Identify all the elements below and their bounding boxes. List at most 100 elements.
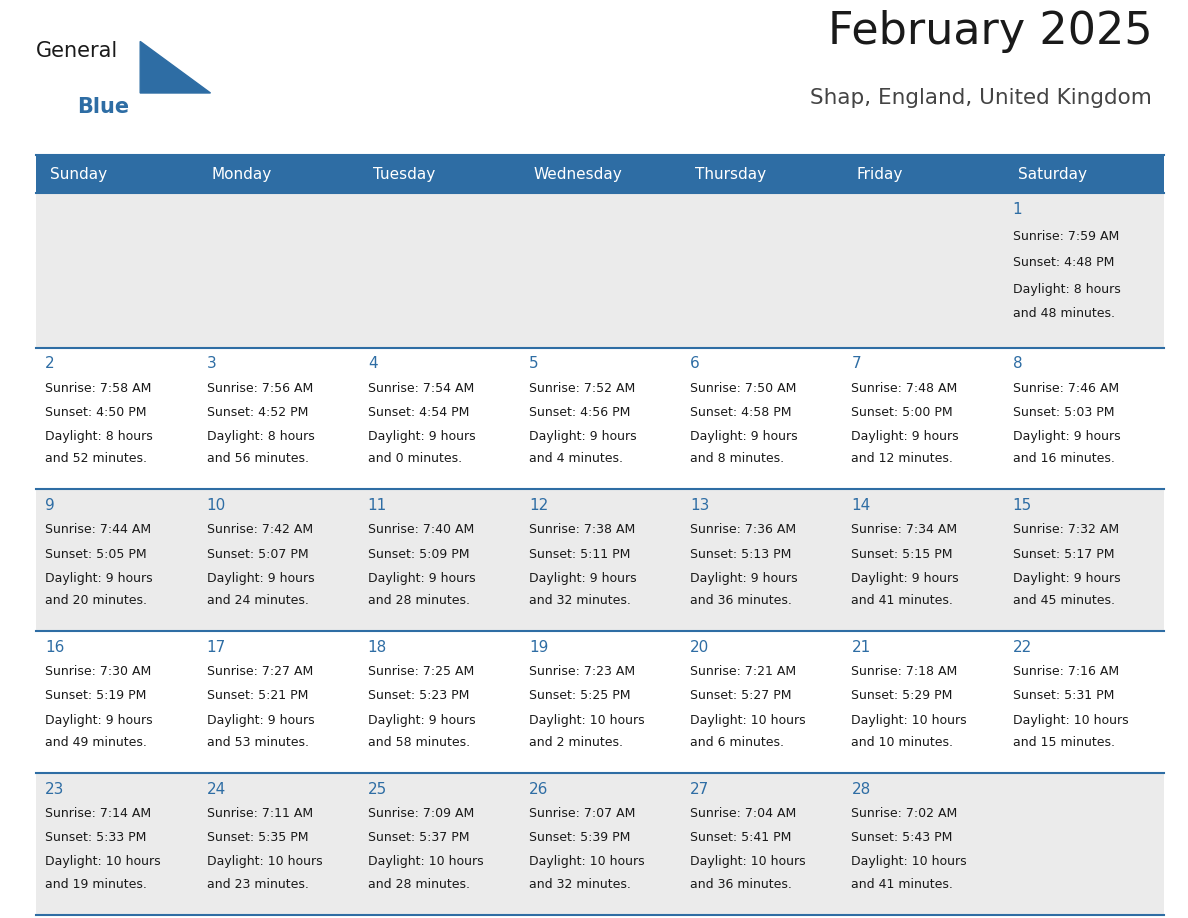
Text: Monday: Monday	[211, 166, 272, 182]
Text: Sunrise: 7:48 AM: Sunrise: 7:48 AM	[852, 382, 958, 395]
Text: February 2025: February 2025	[828, 10, 1152, 53]
Text: Sunrise: 7:07 AM: Sunrise: 7:07 AM	[529, 807, 636, 820]
Text: Sunset: 5:35 PM: Sunset: 5:35 PM	[207, 832, 308, 845]
Text: Sunset: 4:50 PM: Sunset: 4:50 PM	[45, 406, 147, 419]
Text: and 28 minutes.: and 28 minutes.	[368, 594, 469, 608]
Text: Sunrise: 7:56 AM: Sunrise: 7:56 AM	[207, 382, 312, 395]
Text: Sunrise: 7:42 AM: Sunrise: 7:42 AM	[207, 523, 312, 536]
Text: Sunrise: 7:14 AM: Sunrise: 7:14 AM	[45, 807, 151, 820]
Text: Daylight: 9 hours: Daylight: 9 hours	[207, 572, 314, 585]
Text: Daylight: 9 hours: Daylight: 9 hours	[690, 572, 798, 585]
Text: Daylight: 9 hours: Daylight: 9 hours	[529, 430, 637, 442]
Text: Sunset: 5:33 PM: Sunset: 5:33 PM	[45, 832, 146, 845]
Text: and 28 minutes.: and 28 minutes.	[368, 879, 469, 891]
Text: and 41 minutes.: and 41 minutes.	[852, 594, 953, 608]
Text: Sunset: 5:17 PM: Sunset: 5:17 PM	[1012, 547, 1114, 561]
Text: Sunrise: 7:54 AM: Sunrise: 7:54 AM	[368, 382, 474, 395]
Text: Tuesday: Tuesday	[373, 166, 435, 182]
Text: Sunset: 5:03 PM: Sunset: 5:03 PM	[1012, 406, 1114, 419]
Text: Sunset: 5:27 PM: Sunset: 5:27 PM	[690, 689, 791, 702]
Text: Daylight: 9 hours: Daylight: 9 hours	[368, 713, 475, 726]
Text: Thursday: Thursday	[695, 166, 766, 182]
Text: 17: 17	[207, 640, 226, 655]
Text: Sunrise: 7:02 AM: Sunrise: 7:02 AM	[852, 807, 958, 820]
Text: Sunset: 5:31 PM: Sunset: 5:31 PM	[1012, 689, 1114, 702]
Text: 20: 20	[690, 640, 709, 655]
Text: Sunset: 4:58 PM: Sunset: 4:58 PM	[690, 406, 791, 419]
Text: Daylight: 9 hours: Daylight: 9 hours	[1012, 572, 1120, 585]
Text: Sunset: 5:00 PM: Sunset: 5:00 PM	[852, 406, 953, 419]
Text: Daylight: 9 hours: Daylight: 9 hours	[207, 713, 314, 726]
Text: and 52 minutes.: and 52 minutes.	[45, 453, 147, 465]
Text: Sunset: 5:29 PM: Sunset: 5:29 PM	[852, 689, 953, 702]
Text: 6: 6	[690, 356, 700, 371]
Text: Sunset: 5:15 PM: Sunset: 5:15 PM	[852, 547, 953, 561]
Text: Daylight: 10 hours: Daylight: 10 hours	[1012, 713, 1129, 726]
Text: Daylight: 10 hours: Daylight: 10 hours	[852, 856, 967, 868]
Text: 11: 11	[368, 498, 387, 513]
Text: and 32 minutes.: and 32 minutes.	[529, 879, 631, 891]
Text: Sunset: 5:25 PM: Sunset: 5:25 PM	[529, 689, 631, 702]
Text: 26: 26	[529, 781, 549, 797]
Text: Daylight: 9 hours: Daylight: 9 hours	[45, 572, 153, 585]
Text: Sunrise: 7:11 AM: Sunrise: 7:11 AM	[207, 807, 312, 820]
Text: Daylight: 9 hours: Daylight: 9 hours	[852, 572, 959, 585]
Text: Sunset: 5:19 PM: Sunset: 5:19 PM	[45, 689, 146, 702]
Text: and 6 minutes.: and 6 minutes.	[690, 736, 784, 749]
Text: Daylight: 10 hours: Daylight: 10 hours	[690, 713, 805, 726]
Text: 13: 13	[690, 498, 709, 513]
Text: Sunset: 5:43 PM: Sunset: 5:43 PM	[852, 832, 953, 845]
Text: and 4 minutes.: and 4 minutes.	[529, 453, 623, 465]
Text: Daylight: 10 hours: Daylight: 10 hours	[529, 856, 645, 868]
Text: Saturday: Saturday	[1017, 166, 1087, 182]
Text: 25: 25	[368, 781, 387, 797]
Text: Daylight: 8 hours: Daylight: 8 hours	[1012, 283, 1120, 296]
Text: 4: 4	[368, 356, 378, 371]
Text: Sunrise: 7:18 AM: Sunrise: 7:18 AM	[852, 666, 958, 678]
Text: Sunrise: 7:27 AM: Sunrise: 7:27 AM	[207, 666, 312, 678]
Text: Sunrise: 7:38 AM: Sunrise: 7:38 AM	[529, 523, 636, 536]
Text: Sunset: 5:21 PM: Sunset: 5:21 PM	[207, 689, 308, 702]
Text: and 49 minutes.: and 49 minutes.	[45, 736, 147, 749]
Text: Daylight: 10 hours: Daylight: 10 hours	[852, 713, 967, 726]
Text: Sunrise: 7:30 AM: Sunrise: 7:30 AM	[45, 666, 152, 678]
Text: Sunrise: 7:34 AM: Sunrise: 7:34 AM	[852, 523, 958, 536]
Text: Daylight: 9 hours: Daylight: 9 hours	[368, 572, 475, 585]
Text: 24: 24	[207, 781, 226, 797]
Text: Daylight: 10 hours: Daylight: 10 hours	[690, 856, 805, 868]
Text: 2: 2	[45, 356, 55, 371]
Text: 14: 14	[852, 498, 871, 513]
Text: and 24 minutes.: and 24 minutes.	[207, 594, 309, 608]
Text: Sunset: 4:48 PM: Sunset: 4:48 PM	[1012, 256, 1114, 269]
Text: 8: 8	[1012, 356, 1023, 371]
Text: Sunrise: 7:36 AM: Sunrise: 7:36 AM	[690, 523, 796, 536]
Text: and 19 minutes.: and 19 minutes.	[45, 879, 147, 891]
Text: Sunset: 5:23 PM: Sunset: 5:23 PM	[368, 689, 469, 702]
Text: Sunset: 5:05 PM: Sunset: 5:05 PM	[45, 547, 147, 561]
Text: 7: 7	[852, 356, 861, 371]
Text: Sunset: 5:41 PM: Sunset: 5:41 PM	[690, 832, 791, 845]
Text: and 45 minutes.: and 45 minutes.	[1012, 594, 1114, 608]
Text: 23: 23	[45, 781, 64, 797]
Text: Daylight: 10 hours: Daylight: 10 hours	[45, 856, 160, 868]
Text: 21: 21	[852, 640, 871, 655]
Text: Daylight: 10 hours: Daylight: 10 hours	[529, 713, 645, 726]
Text: Sunrise: 7:40 AM: Sunrise: 7:40 AM	[368, 523, 474, 536]
Text: Daylight: 9 hours: Daylight: 9 hours	[690, 430, 798, 442]
Text: and 2 minutes.: and 2 minutes.	[529, 736, 623, 749]
Text: 19: 19	[529, 640, 549, 655]
Text: 10: 10	[207, 498, 226, 513]
Text: Sunset: 5:39 PM: Sunset: 5:39 PM	[529, 832, 631, 845]
Text: and 23 minutes.: and 23 minutes.	[207, 879, 309, 891]
Text: 22: 22	[1012, 640, 1032, 655]
Text: Sunrise: 7:23 AM: Sunrise: 7:23 AM	[529, 666, 636, 678]
Text: and 10 minutes.: and 10 minutes.	[852, 736, 954, 749]
Text: General: General	[36, 40, 118, 61]
Text: 16: 16	[45, 640, 64, 655]
Text: and 16 minutes.: and 16 minutes.	[1012, 453, 1114, 465]
Text: Daylight: 10 hours: Daylight: 10 hours	[207, 856, 322, 868]
Text: Sunset: 5:09 PM: Sunset: 5:09 PM	[368, 547, 469, 561]
Text: Wednesday: Wednesday	[533, 166, 623, 182]
Text: and 8 minutes.: and 8 minutes.	[690, 453, 784, 465]
Text: Sunrise: 7:50 AM: Sunrise: 7:50 AM	[690, 382, 797, 395]
